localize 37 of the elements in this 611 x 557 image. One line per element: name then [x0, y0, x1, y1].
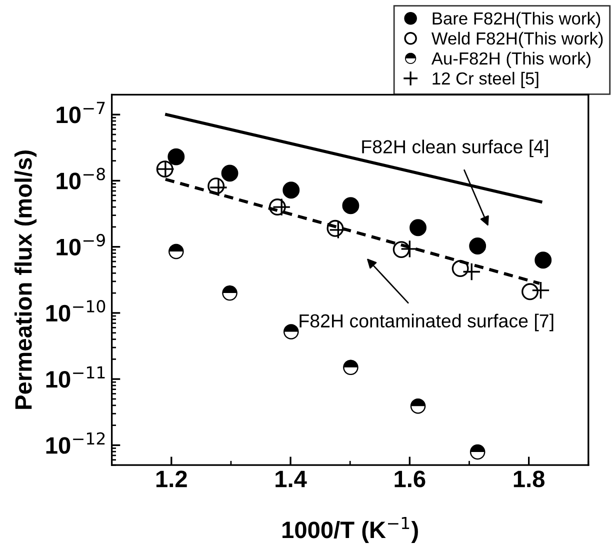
y-tick-label: 10$^{−9}$ [56, 234, 105, 256]
x-tick-label: 1.2 [156, 470, 187, 488]
legend-label: 12 Cr steel [5] [432, 72, 538, 88]
point [343, 360, 358, 376]
point [283, 324, 299, 340]
point [329, 220, 348, 240]
point [522, 283, 538, 300]
point [209, 178, 228, 197]
y-tick-label: 10$^{−11}$ [46, 366, 105, 388]
legend-label: Au-F82H (This work) [431, 52, 590, 68]
y-tick-label: 10$^{−12}$ [46, 432, 105, 454]
y-axis-title: Permeation flux (mol/s) [14, 150, 37, 409]
point [469, 238, 486, 254]
point [410, 219, 426, 236]
annotation: F82H clean surface [4] [362, 140, 548, 158]
point [342, 197, 360, 214]
point [470, 444, 486, 460]
y-tick-label: 10$^{−10}$ [46, 300, 106, 322]
point [532, 281, 550, 300]
point [221, 164, 238, 182]
legend-label: Weld F82H(This work) [431, 32, 603, 48]
point [168, 244, 184, 260]
point [282, 182, 300, 199]
point [462, 262, 481, 281]
point [168, 148, 185, 166]
x-tick-label: 1.4 [276, 470, 307, 488]
legend-label: Bare F82H(This work) [432, 12, 600, 28]
y-tick-label: 10$^{−8}$ [56, 168, 105, 190]
y-tick-label: 10$^{−7}$ [56, 102, 105, 124]
x-tick-label: 1.8 [514, 470, 545, 488]
annotation: F82H contaminated surface [7] [300, 314, 554, 332]
point [222, 285, 238, 301]
point [534, 252, 552, 269]
point [272, 198, 291, 216]
x-axis-title: 1000/T (K$^{−1}$) [282, 516, 418, 543]
x-tick-label: 1.6 [394, 470, 426, 488]
point [410, 398, 426, 414]
